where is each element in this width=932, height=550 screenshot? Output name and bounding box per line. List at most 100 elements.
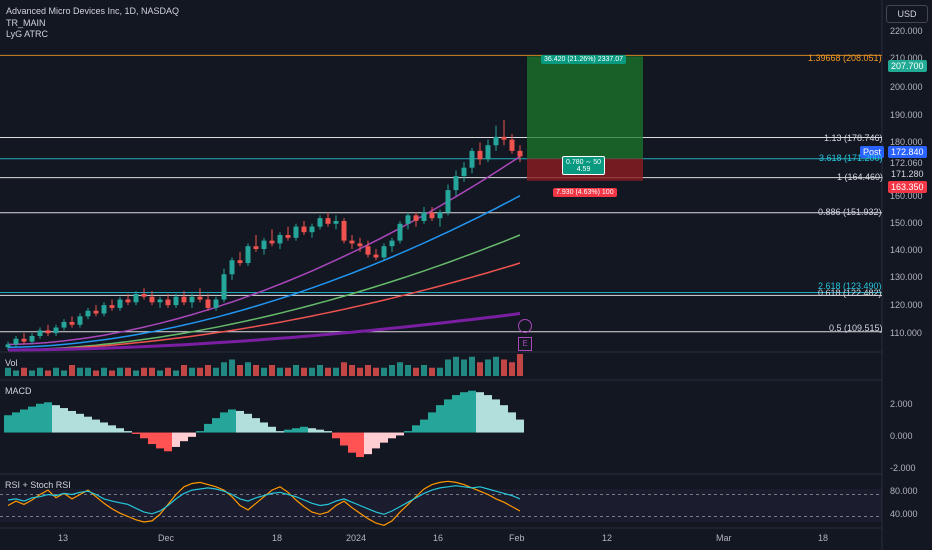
macd-bar bbox=[268, 426, 276, 433]
macd-bar bbox=[108, 425, 116, 433]
fib-label-1: 1 (164.460) bbox=[837, 172, 884, 182]
price-tick: 220.000 bbox=[890, 26, 923, 36]
candle-body bbox=[5, 344, 11, 348]
volume-bar bbox=[165, 367, 171, 376]
macd-bar bbox=[76, 413, 84, 433]
price-tick: 210.000 bbox=[890, 53, 923, 63]
volume-bar bbox=[501, 359, 507, 376]
earnings-marker[interactable]: E bbox=[518, 337, 532, 351]
candle-body bbox=[125, 299, 131, 303]
macd-bar bbox=[396, 432, 404, 436]
candle-body bbox=[421, 212, 427, 221]
rsi-pane-title[interactable]: RSI + Stoch RSI bbox=[5, 480, 71, 490]
macd-bar bbox=[516, 419, 524, 433]
fib-label-0-618: 0.618 (122.482) bbox=[818, 288, 882, 298]
candle-body bbox=[189, 296, 195, 303]
position-ratio-box[interactable]: 0.780 ∼ 50 4.59 bbox=[562, 156, 606, 175]
candle-body bbox=[197, 296, 203, 300]
candle-body bbox=[53, 327, 59, 334]
volume-bar bbox=[237, 365, 243, 376]
volume-bar bbox=[485, 359, 491, 376]
candle-body bbox=[37, 330, 43, 336]
indicator-lyg-atrc[interactable]: LyG ATRC bbox=[6, 29, 49, 39]
candle-body bbox=[469, 150, 475, 168]
macd-bar bbox=[228, 409, 236, 433]
rsi-line bbox=[7, 485, 521, 515]
candle-body bbox=[349, 240, 355, 244]
volume-bar bbox=[357, 367, 363, 376]
candle-body bbox=[317, 218, 323, 227]
candle-body bbox=[109, 305, 115, 308]
candle-body bbox=[61, 321, 67, 328]
candle-body bbox=[373, 254, 379, 258]
macd-bar bbox=[276, 431, 284, 433]
price-tick: 150.000 bbox=[890, 218, 923, 228]
volume-bar bbox=[373, 367, 379, 376]
dividend-lightning-icon[interactable] bbox=[518, 319, 532, 333]
macd-bar bbox=[116, 428, 124, 433]
candle-body bbox=[229, 260, 235, 275]
macd-bar bbox=[308, 428, 316, 433]
macd-bar bbox=[348, 432, 356, 453]
volume-bar bbox=[181, 365, 187, 376]
macd-bar bbox=[284, 429, 292, 433]
position-profit-label: 36.420 (21.26%) 2337.07 bbox=[541, 55, 627, 64]
volume-bar bbox=[381, 367, 387, 376]
volume-bar bbox=[253, 365, 259, 376]
macd-bar bbox=[316, 429, 324, 433]
volume-bar bbox=[293, 365, 299, 376]
post-market-price-tag: 172.840 bbox=[888, 146, 927, 158]
volume-bar bbox=[61, 370, 67, 376]
volume-pane-title[interactable]: Vol bbox=[5, 358, 18, 368]
candle-body bbox=[309, 226, 315, 233]
volume-bar bbox=[109, 370, 115, 376]
price-tick: 190.000 bbox=[890, 110, 923, 120]
macd-bar bbox=[212, 418, 220, 433]
macd-bar bbox=[36, 403, 44, 433]
candle-body bbox=[213, 299, 219, 308]
price-tick: 120.000 bbox=[890, 300, 923, 310]
macd-bar bbox=[508, 412, 516, 433]
macd-bar bbox=[12, 412, 20, 433]
volume-bar bbox=[101, 367, 107, 376]
volume-bar bbox=[349, 365, 355, 376]
candle-body bbox=[237, 260, 243, 264]
candle-body bbox=[13, 338, 19, 345]
candle-body bbox=[157, 299, 163, 303]
volume-bar bbox=[405, 365, 411, 376]
candle-body bbox=[133, 293, 139, 303]
candle-body bbox=[405, 215, 411, 224]
price-tick: 200.000 bbox=[890, 82, 923, 92]
macd-bar bbox=[292, 428, 300, 433]
volume-bar bbox=[205, 365, 211, 376]
macd-pane-title[interactable]: MACD bbox=[5, 386, 32, 396]
candle-body bbox=[29, 335, 35, 342]
volume-bar bbox=[277, 367, 283, 376]
price-tick: 130.000 bbox=[890, 272, 923, 282]
candle-body bbox=[221, 274, 227, 300]
indicator-tr-main[interactable]: TR_MAIN bbox=[6, 18, 46, 28]
macd-bar bbox=[100, 422, 108, 433]
candle-body bbox=[173, 296, 179, 306]
candle-body bbox=[141, 293, 147, 297]
position-ratio-label: 0.780 ∼ 50 bbox=[566, 159, 602, 166]
ema-line bbox=[8, 312, 521, 352]
price-tick: 172.060 bbox=[890, 158, 923, 168]
volume-bar bbox=[197, 367, 203, 376]
macd-bar bbox=[188, 432, 196, 437]
macd-bar bbox=[44, 402, 52, 433]
macd-tick: 0.000 bbox=[890, 431, 913, 441]
currency-button[interactable]: USD bbox=[886, 5, 928, 23]
volume-bar bbox=[157, 370, 163, 376]
volume-bar bbox=[437, 367, 443, 376]
macd-bar bbox=[364, 432, 372, 455]
volume-bar bbox=[461, 359, 467, 376]
candle-body bbox=[437, 212, 443, 219]
candle-body bbox=[301, 226, 307, 233]
candle-body bbox=[397, 223, 403, 241]
macd-bar bbox=[132, 432, 140, 434]
volume-bar bbox=[269, 365, 275, 376]
fib-label-0-5: 0.5 (109.515) bbox=[829, 323, 883, 333]
